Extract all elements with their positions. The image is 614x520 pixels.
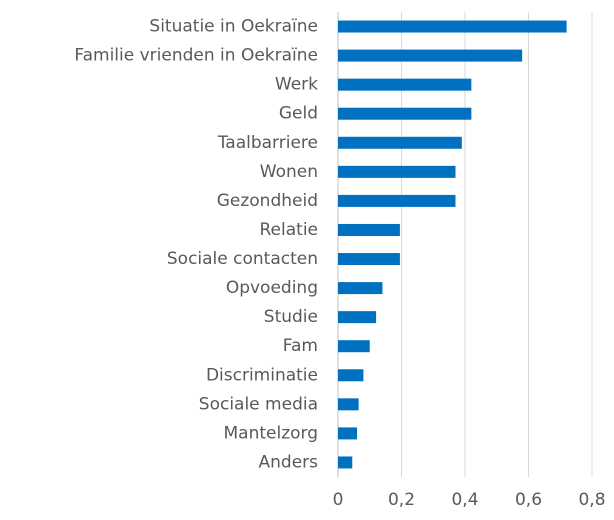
bar — [338, 78, 472, 91]
y-tick-label: Situatie in Oekraïne — [149, 17, 318, 37]
bar — [338, 223, 400, 236]
y-tick-label: Werk — [275, 75, 318, 95]
y-tick-label: Taalbarriere — [217, 133, 318, 153]
y-tick-label: Geld — [279, 104, 318, 124]
bar — [338, 136, 462, 149]
y-tick-label: Mantelzorg — [223, 423, 318, 443]
x-tick-label: 0,2 — [388, 490, 415, 510]
y-tick-label: Opvoeding — [226, 278, 318, 298]
x-tick-label: 0,8 — [578, 490, 605, 510]
y-tick-label: Discriminatie — [206, 365, 318, 385]
y-tick-label: Sociale contacten — [167, 249, 318, 269]
y-tick-label: Fam — [283, 336, 318, 356]
bar — [338, 311, 377, 324]
y-tick-label: Familie vrienden in Oekraïne — [74, 46, 318, 66]
x-tick-label: 0,6 — [515, 490, 542, 510]
bar — [338, 340, 370, 353]
bar — [338, 165, 456, 178]
bar — [338, 282, 383, 295]
x-tick-label: 0,4 — [451, 490, 478, 510]
y-tick-label: Relatie — [260, 220, 319, 240]
bar — [338, 253, 400, 266]
y-tick-label: Wonen — [260, 162, 318, 182]
bar — [338, 194, 456, 207]
y-tick-label: Anders — [259, 452, 319, 472]
y-tick-label: Studie — [264, 307, 318, 327]
bar — [338, 398, 359, 411]
bar — [338, 49, 523, 62]
bar — [338, 427, 358, 440]
bar — [338, 369, 364, 382]
x-tick-label: 0 — [333, 490, 344, 510]
y-tick-label: Sociale media — [199, 394, 318, 414]
bar — [338, 456, 353, 469]
bar — [338, 107, 472, 120]
y-tick-label: Gezondheid — [217, 191, 318, 211]
bar — [338, 20, 567, 33]
